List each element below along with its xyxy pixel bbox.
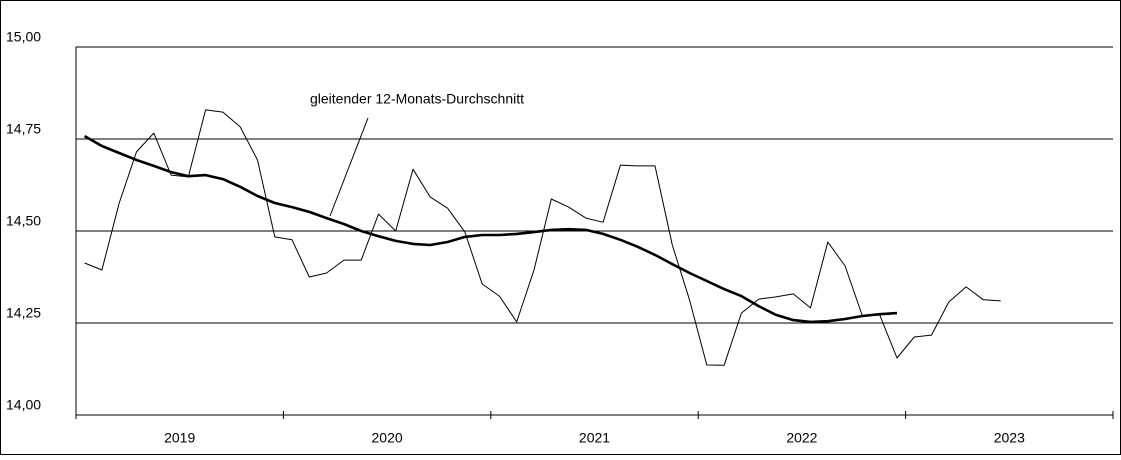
series-line — [83, 134, 898, 324]
x-tick-label: 2021 — [579, 430, 610, 446]
x-tick-label: 2020 — [372, 430, 403, 446]
y-tick-label: 14,00 — [6, 397, 41, 413]
y-tick-label: 14,25 — [6, 305, 41, 321]
x-tick-label: 2023 — [994, 430, 1025, 446]
annotation: gleitender 12-Monats-Durchschnitt — [310, 91, 524, 107]
x-tick-label: 2019 — [164, 430, 195, 446]
y-tick-label: 14,50 — [6, 213, 41, 229]
annotation-leader — [329, 117, 369, 217]
x-tick-label: 2022 — [786, 430, 817, 446]
y-tick-label: 14,75 — [6, 121, 41, 137]
y-tick-label: 15,00 — [6, 29, 41, 45]
series-line — [84, 109, 1001, 366]
